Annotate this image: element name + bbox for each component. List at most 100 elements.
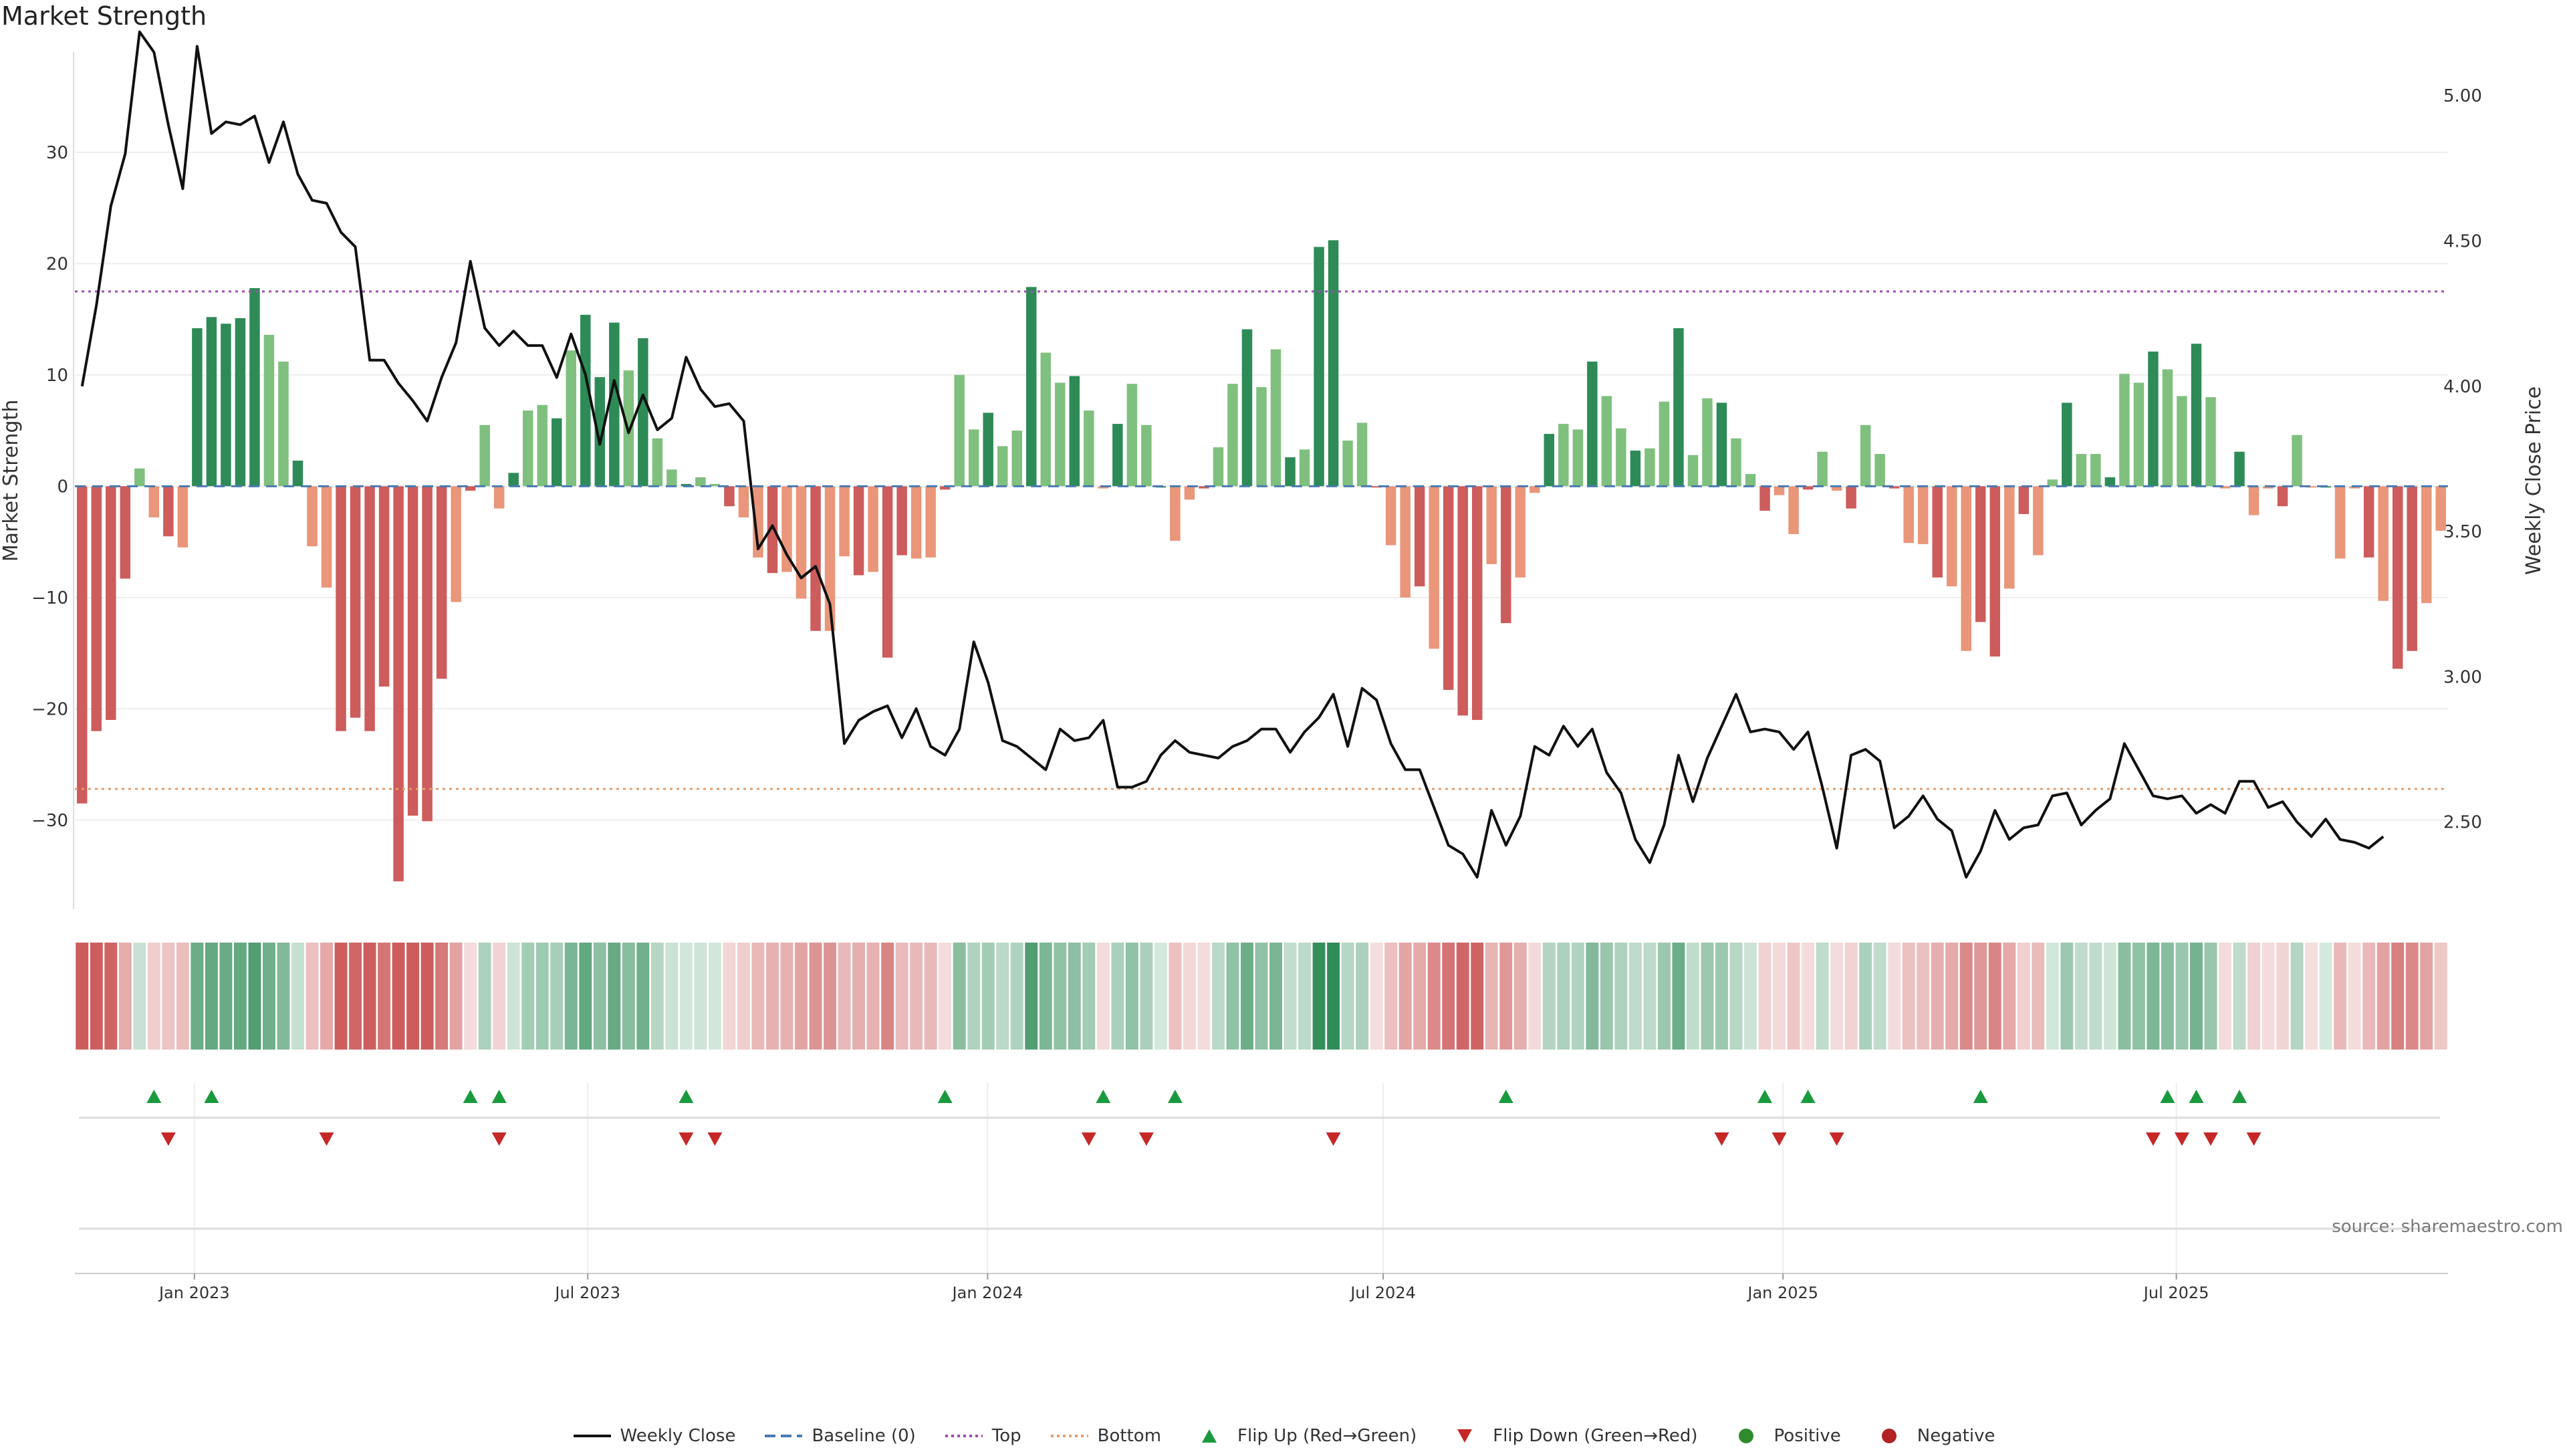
flip-up-marker — [2160, 1090, 2175, 1103]
flip-down-marker — [1771, 1132, 1787, 1146]
heat-strip-cell — [1931, 943, 1944, 1050]
heat-strip-cell — [2032, 943, 2045, 1050]
strength-bar — [493, 486, 505, 509]
strength-bar — [1644, 448, 1655, 487]
heat-strip-cell — [608, 943, 621, 1050]
heat-strip-cell — [291, 943, 304, 1050]
heat-strip-cell — [622, 943, 635, 1050]
heat-strip-cell — [2262, 943, 2275, 1050]
heat-strip-cell — [1241, 943, 1253, 1050]
strength-bar — [1098, 486, 1109, 489]
heat-strip-cell — [1111, 943, 1124, 1050]
legend-label: Bottom — [1097, 1426, 1162, 1446]
heat-strip-cell — [1528, 943, 1542, 1050]
strength-bar — [1702, 398, 1713, 487]
heat-strip-cell — [766, 943, 779, 1050]
strength-bar — [465, 486, 476, 491]
heat-strip-cell — [866, 943, 880, 1050]
flip-down-marker — [491, 1132, 507, 1146]
heat-strip-cell — [2074, 943, 2088, 1050]
heat-strip-cell — [1628, 943, 1642, 1050]
strength-bar — [2148, 351, 2159, 487]
strength-bar — [1874, 454, 1885, 487]
strength-bar — [580, 314, 591, 487]
heat-strip-cell — [147, 943, 160, 1050]
strength-bar — [2248, 486, 2259, 515]
heat-strip-cell — [1341, 943, 1354, 1050]
heat-strip-cell — [1787, 943, 1800, 1050]
legend-item-positive: Positive — [1726, 1426, 1841, 1446]
heat-strip-cell — [90, 943, 103, 1050]
heat-strip-cell — [535, 943, 549, 1050]
legend-swatch — [1881, 1429, 1897, 1443]
heat-strip-cell — [1456, 943, 1469, 1050]
x-tick-label: Jul 2025 — [2143, 1284, 2209, 1302]
strength-bar — [1846, 486, 1856, 509]
strength-bar — [1860, 424, 1871, 487]
heat-strip-cell — [650, 943, 664, 1050]
heat-strip-cell — [191, 943, 204, 1050]
strength-bar — [1917, 486, 1929, 544]
heat-strip-cell — [1959, 943, 1973, 1050]
heat-strip-cell — [636, 943, 650, 1050]
heat-strip-cell — [2434, 943, 2447, 1050]
heat-strip-cell — [2319, 943, 2332, 1050]
heat-strip-cell — [1686, 943, 1699, 1050]
strength-bar — [1084, 410, 1094, 487]
y-left-tick-label: 10 — [46, 366, 68, 386]
strength-bar — [695, 477, 706, 487]
flip-up-marker — [1800, 1090, 1816, 1103]
legend-label: Positive — [1774, 1426, 1841, 1446]
heat-strip-cell — [1701, 943, 1714, 1050]
heat-strip-cell — [1859, 943, 1872, 1050]
flip-down-marker — [1829, 1132, 1844, 1146]
heat-strip-cell — [478, 943, 491, 1050]
heat-strip-cell — [924, 943, 937, 1050]
heat-strip-cell — [1873, 943, 1886, 1050]
heat-strip-cell — [1485, 943, 1498, 1050]
strength-bar — [1716, 402, 1727, 487]
x-tick-label: Jan 2023 — [158, 1284, 230, 1302]
legend-swatch — [573, 1435, 611, 1437]
heat-strip-cell — [2362, 943, 2376, 1050]
heat-strip-cell — [248, 943, 261, 1050]
strength-bar — [2076, 454, 2087, 487]
strength-bar — [479, 424, 490, 487]
strength-bar — [882, 486, 893, 658]
heat-strip-cell — [1154, 943, 1167, 1050]
flip-up-marker — [1757, 1090, 1773, 1103]
heat-strip-cell — [694, 943, 707, 1050]
heat-strip-cell — [1096, 943, 1110, 1050]
y-right-tick-label: 4.00 — [2443, 377, 2482, 397]
strength-bar — [1026, 287, 1037, 487]
heat-strip-cell — [824, 943, 837, 1050]
flip-down-marker — [707, 1132, 723, 1146]
strength-bar — [2090, 454, 2101, 487]
heat-strip-cell — [1269, 943, 1282, 1050]
strength-bar — [2004, 486, 2015, 589]
heat-strip-cell — [1657, 943, 1671, 1050]
flip-down-marker — [2145, 1132, 2161, 1146]
heat-strip-cell — [1211, 943, 1225, 1050]
heat-strip-cell — [2405, 943, 2419, 1050]
strength-bar — [925, 486, 936, 558]
heat-strip-cell — [435, 943, 449, 1050]
strength-bar — [968, 429, 979, 487]
strength-bar — [1831, 486, 1842, 491]
strength-bar — [163, 486, 174, 537]
heat-strip-cell — [2161, 943, 2174, 1050]
heat-strip-cell — [1140, 943, 1153, 1050]
strength-bar — [552, 418, 562, 487]
strength-bar — [2205, 397, 2216, 487]
heat-strip-cell — [1471, 943, 1484, 1050]
strength-bar — [2435, 486, 2446, 531]
heat-strip-cell — [809, 943, 822, 1050]
heat-strip-cell — [2190, 943, 2203, 1050]
strength-bar — [652, 438, 663, 487]
heat-strip-cell — [895, 943, 908, 1050]
strength-bar — [868, 486, 878, 572]
strength-bar — [263, 334, 275, 487]
strength-bar — [1759, 486, 1770, 511]
strength-bar — [336, 486, 346, 731]
heat-strip-cell — [1773, 943, 1786, 1050]
